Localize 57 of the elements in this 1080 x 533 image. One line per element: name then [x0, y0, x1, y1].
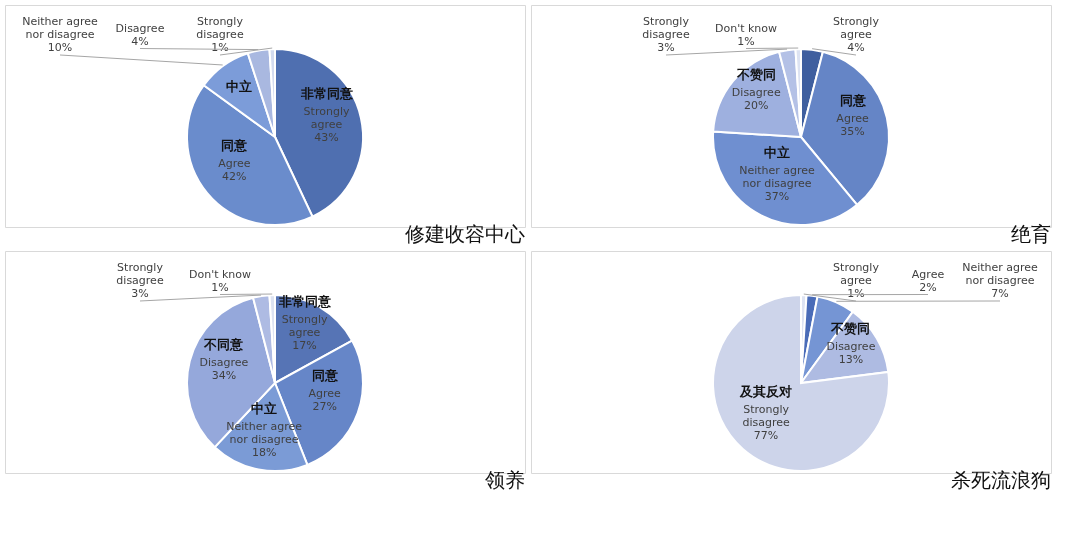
slice-label: Strongly agree [281, 313, 328, 340]
text: 杀死流浪狗 [951, 468, 1051, 492]
slice-label: Strongly agree [833, 261, 880, 287]
data-label: 13% [838, 352, 864, 366]
data-label: 2% [919, 280, 937, 294]
slice-label: Agree [308, 387, 342, 401]
slice-label: Strongly disagree [116, 261, 164, 287]
slice-label: Don't know [188, 267, 252, 281]
data-label: 7% [991, 287, 1009, 300]
data-label: 35% [840, 124, 865, 138]
slice-label: Agree [911, 267, 945, 281]
text: 修建收容中心 [405, 222, 525, 246]
data-label: 1% [211, 41, 229, 54]
data-label: 20% [744, 99, 769, 113]
slice-label: Neither agree nor disagree [962, 261, 1039, 287]
data-label: 43% [314, 131, 339, 145]
slice-label: Disagree [115, 21, 165, 35]
data-label: 18% [251, 446, 277, 460]
text: 同意 [839, 92, 866, 108]
data-label: 3% [657, 41, 675, 54]
slice-label: Disagree [826, 339, 876, 353]
slice-label: Disagree [731, 86, 781, 100]
data-label: 42% [222, 170, 247, 184]
slice-label: Agree [218, 157, 251, 171]
slice-label: Strongly disagree [196, 15, 244, 41]
data-label: 37% [764, 190, 790, 204]
text: 中立 [251, 401, 278, 417]
text: 领养 [485, 468, 525, 492]
slice-label: Strongly disagree [642, 15, 690, 41]
text: 中立 [225, 79, 252, 95]
slice-label: Strongly agree [833, 15, 880, 41]
data-label: 27% [312, 400, 337, 414]
slice-label: Strongly disagree [742, 402, 790, 429]
data-label: 1% [211, 280, 229, 294]
data-label: 77% [753, 428, 779, 442]
slice-label: Neither agree nor disagree [22, 15, 99, 41]
text: 不同意 [204, 337, 244, 353]
slice-label: Agree [836, 111, 869, 125]
text: 同意 [221, 138, 248, 154]
data-label: 1% [737, 34, 755, 48]
text: 中立 [764, 145, 791, 161]
slice-label: Disagree [199, 356, 249, 370]
text: 及其反对 [740, 383, 793, 399]
data-label: 4% [131, 34, 149, 48]
data-label: 3% [131, 287, 149, 300]
slice-label: Neither agree nor disagree [739, 164, 816, 191]
slice-label: Strongly agree [303, 105, 350, 132]
text: 不赞同 [736, 67, 776, 83]
slice-label: Don't know [714, 21, 778, 35]
text: 同意 [311, 368, 338, 384]
data-label: 10% [47, 41, 73, 54]
text: 非常同意 [300, 86, 353, 102]
text: 绝育 [1011, 222, 1051, 246]
data-label: 34% [211, 369, 237, 383]
data-label: 1% [847, 287, 865, 300]
data-label: 4% [847, 41, 865, 54]
data-label: 17% [292, 339, 317, 353]
